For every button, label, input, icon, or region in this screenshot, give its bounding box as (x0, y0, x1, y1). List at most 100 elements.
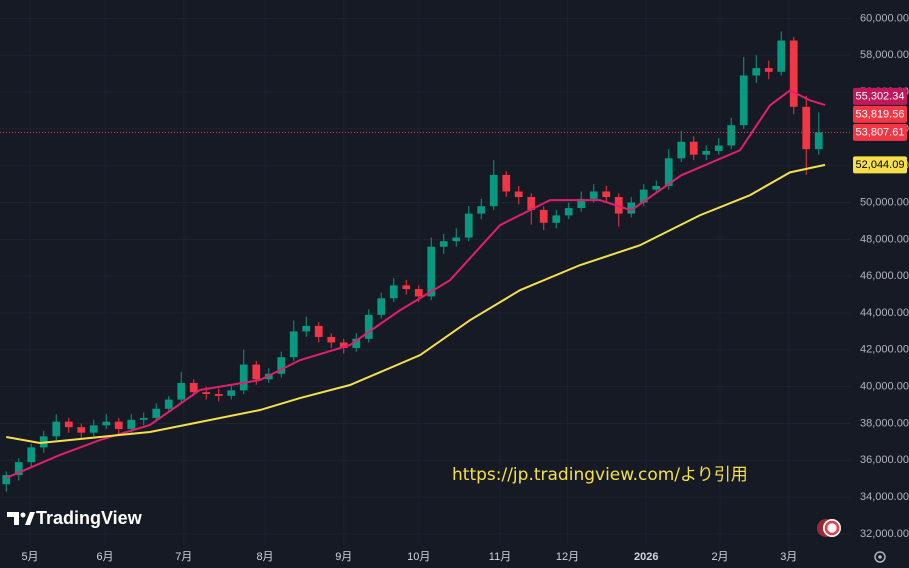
x-tick-label: 6月 (96, 551, 113, 563)
candle-body (427, 246, 436, 297)
candle-body (202, 392, 211, 395)
candle-body (477, 206, 486, 214)
settings-icon[interactable] (874, 551, 886, 563)
candle-body (52, 421, 61, 437)
candle-body (339, 342, 348, 348)
candle-body (702, 150, 711, 155)
ma-line (6, 163, 826, 445)
candle-body (764, 68, 773, 72)
y-tick-label: 34,000.00 (860, 491, 909, 503)
price-tag (853, 123, 907, 141)
candle-body (552, 215, 561, 223)
candle-body (589, 191, 598, 199)
logo-icon (25, 512, 35, 525)
candle-body (64, 421, 73, 428)
candle-body (227, 390, 236, 396)
candle-body (127, 419, 136, 430)
candle-body (164, 399, 173, 409)
price-tag (853, 156, 907, 174)
candle-body (577, 198, 586, 209)
x-tick-label: 9月 (335, 551, 352, 563)
candle-body (664, 158, 673, 186)
candle-body (777, 40, 786, 72)
logo-text: TradingView (36, 508, 143, 528)
x-tick-label: 2月 (711, 551, 728, 563)
grid (0, 0, 850, 545)
candle-body (627, 202, 636, 214)
candle-body (727, 125, 736, 146)
candle-body (802, 106, 811, 150)
candle-body (327, 336, 336, 343)
candle-body (252, 364, 261, 380)
candle-body (377, 298, 386, 315)
y-tick-label: 38,000.00 (860, 417, 909, 429)
candle-body (539, 209, 548, 223)
y-tick-label: 32,000.00 (860, 528, 909, 540)
x-tick-label: 3月 (780, 551, 797, 563)
candle-body (2, 475, 11, 485)
price-tag-label: 53,807.61 (856, 126, 905, 138)
y-tick-label: 46,000.00 (860, 270, 909, 282)
candle-body (27, 447, 36, 463)
y-tick-label: 44,000.00 (860, 307, 909, 319)
price-tag (853, 87, 907, 105)
price-tag-label: 52,044.09 (856, 159, 905, 171)
candle-body (564, 208, 573, 216)
candle-body (814, 132, 823, 150)
y-tick-label: 48,000.00 (860, 233, 909, 245)
price-tag-label: 53,819.56 (856, 108, 905, 120)
logo-icon (20, 512, 26, 518)
candle-body (514, 191, 523, 198)
x-tick-label: 10月 (407, 551, 430, 563)
candle-body (77, 427, 86, 433)
candle-body (464, 213, 473, 238)
candle-body (177, 382, 186, 400)
candle-body (389, 285, 398, 299)
candle-body (189, 382, 198, 393)
y-tick-label: 58,000.00 (860, 49, 909, 61)
y-tick-label: 40,000.00 (860, 381, 909, 393)
price-tag (853, 105, 907, 123)
y-tick-label: 50,000.00 (860, 196, 909, 208)
alert-icon[interactable] (817, 519, 841, 537)
candle-body (739, 75, 748, 126)
y-tick-label: 36,000.00 (860, 454, 909, 466)
candle-body (14, 462, 23, 476)
x-tick-label: 12月 (556, 551, 579, 563)
candle-body (602, 191, 611, 198)
candle-body (289, 331, 298, 358)
candle-body (277, 357, 286, 374)
price-tag-label: 55,302.34 (856, 90, 905, 102)
candle-body (789, 40, 798, 107)
candle-body (502, 174, 511, 192)
candle-body (414, 289, 423, 297)
x-tick-label: 5月 (21, 551, 38, 563)
x-tick-label: 11月 (489, 551, 511, 563)
y-tick-label: 42,000.00 (860, 344, 909, 356)
candle-body (752, 68, 761, 76)
x-tick-label: 2026 (634, 551, 658, 563)
candle-body (452, 237, 461, 242)
candle-body (527, 197, 536, 210)
candle-body (714, 145, 723, 151)
candle-body (102, 421, 111, 426)
x-tick-label: 7月 (175, 551, 192, 563)
candle-body (302, 325, 311, 332)
watermark: https://jp.tradingview.com/より引用 (452, 465, 748, 485)
logo-icon (7, 512, 19, 525)
candle-body (489, 174, 498, 207)
candle-body (152, 408, 161, 418)
ma-line (5, 89, 826, 479)
candle-body (439, 241, 448, 247)
y-tick-label: 60,000.00 (860, 12, 909, 24)
candle-body (139, 417, 148, 420)
candle-body (639, 189, 648, 203)
x-tick-label: 8月 (256, 551, 273, 563)
candle-body (689, 141, 698, 155)
candle-body (652, 185, 661, 190)
candle-body (402, 285, 411, 290)
logo: TradingView (7, 508, 143, 528)
